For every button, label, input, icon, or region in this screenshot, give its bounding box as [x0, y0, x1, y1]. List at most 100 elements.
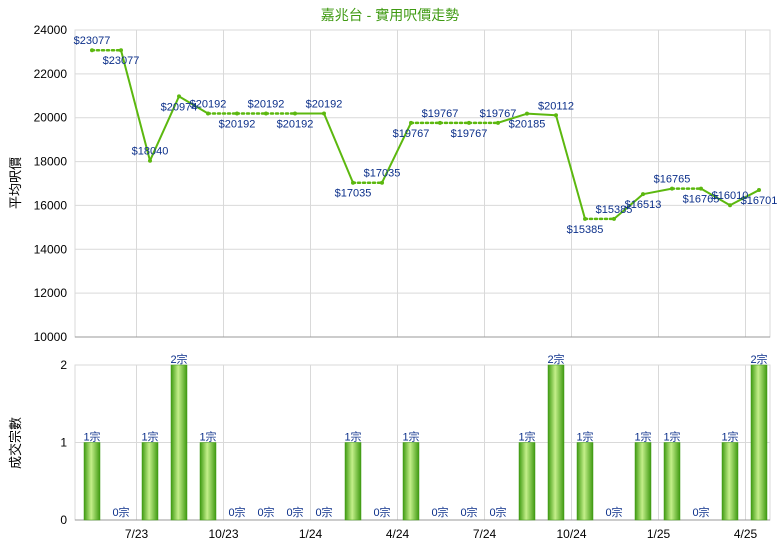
x-ticks: 7/23 10/23 1/24 4/24 7/24 10/24 1/25 4/25 [125, 527, 758, 541]
x-tick-label: 1/25 [647, 527, 671, 541]
price-y-tick: 16000 [34, 198, 68, 212]
price-data-label: $18040 [132, 146, 169, 158]
price-y-axis-title: 平均呎價 [8, 157, 23, 209]
deal-count-label: 0宗 [228, 505, 245, 519]
deal-count-label: 0宗 [112, 505, 129, 519]
deal-bar [634, 442, 652, 521]
price-data-label: $20192 [219, 119, 256, 131]
price-line-segment [526, 112, 557, 117]
price-point [409, 120, 413, 125]
deals-chart-grid [74, 364, 771, 521]
deal-bar [547, 364, 565, 521]
deal-count-label: 1宗 [402, 430, 419, 444]
price-y-tick: 24000 [34, 23, 68, 37]
price-point [641, 192, 645, 197]
deal-count-label: 0宗 [692, 505, 709, 519]
price-point [467, 120, 471, 125]
price-point [322, 111, 326, 116]
price-point [148, 158, 152, 163]
price-data-label: $20974 [161, 101, 198, 113]
price-data-label: $16010 [712, 190, 749, 202]
deal-count-label: 1宗 [576, 430, 593, 444]
x-tick-label: 4/25 [734, 527, 758, 541]
price-chart-grid [74, 29, 771, 338]
price-line-segment [700, 187, 731, 207]
deals-y-axis-title: 成交宗數 [8, 417, 23, 469]
price-data-label: $19767 [480, 108, 517, 120]
price-y-tick: 18000 [34, 155, 68, 169]
price-data-label: $19767 [422, 108, 459, 120]
price-point [612, 216, 616, 221]
price-data-label: $17035 [335, 188, 372, 200]
deals-y-tick: 0 [60, 513, 67, 527]
price-line-segment [497, 112, 528, 124]
price-y-tick: 14000 [34, 242, 68, 256]
deal-count-label: 0宗 [489, 505, 506, 519]
price-data-label: $19767 [393, 128, 430, 140]
price-point [525, 111, 529, 116]
deals-y-tick: 2 [60, 358, 67, 372]
price-y-tick: 22000 [34, 67, 68, 81]
price-point [757, 188, 761, 193]
price-data-label: $15385 [567, 224, 604, 236]
deal-labels: 1宗 0宗 1宗 2宗 1宗 0宗 0宗 0宗 0宗 1宗 0宗 1宗 0宗 0宗 0宗 1宗 2宗 1宗 0宗 1宗… [83, 352, 767, 519]
price-data-label: $16513 [625, 199, 662, 211]
deal-bar [170, 364, 188, 521]
deal-bars [83, 364, 768, 521]
deal-count-label: 1宗 [518, 430, 535, 444]
deal-bar [402, 442, 420, 521]
price-labels: $23077$23077$18040$20974$20192$20192$201… [74, 35, 778, 236]
x-tick-label: 1/24 [299, 527, 323, 541]
x-tick-label: 4/24 [386, 527, 410, 541]
price-data-label: $17035 [364, 168, 401, 180]
deal-bar [750, 364, 768, 521]
price-point [438, 120, 442, 125]
deal-count-label: 1宗 [634, 430, 651, 444]
price-data-label: $20192 [190, 99, 227, 111]
price-point [699, 186, 703, 191]
deal-bar [141, 442, 159, 521]
deal-bar [83, 442, 101, 521]
price-point [293, 111, 297, 116]
deal-count-label: 1宗 [83, 430, 100, 444]
price-point [206, 111, 210, 116]
price-point [496, 120, 500, 125]
chart-title: 嘉兆台 - 實用呎價走勢 [321, 7, 459, 23]
deal-count-label: 0宗 [431, 505, 448, 519]
price-data-label: $16701 [741, 195, 778, 207]
deal-bar [344, 442, 362, 521]
price-point [583, 216, 587, 221]
price-point [177, 94, 181, 99]
price-line-segment [323, 112, 354, 184]
x-tick-label: 7/23 [125, 527, 149, 541]
price-data-label: $20192 [248, 99, 285, 111]
price-point [119, 48, 123, 53]
deal-count-label: 0宗 [257, 505, 274, 519]
price-data-label: $20112 [538, 100, 574, 112]
price-data-label: $20185 [509, 119, 546, 131]
deal-count-label: 2宗 [750, 352, 767, 366]
deal-count-label: 0宗 [286, 505, 303, 519]
price-data-label: $15385 [596, 204, 633, 216]
x-tick-label: 10/23 [208, 527, 238, 541]
deal-bar [199, 442, 217, 521]
deals-y-ticks: 0 1 2 [60, 358, 67, 527]
deals-y-tick: 1 [60, 436, 67, 450]
deal-count-label: 1宗 [721, 430, 738, 444]
price-line-segment [613, 193, 644, 220]
price-point [235, 111, 239, 116]
deal-bar [576, 442, 594, 521]
price-point [554, 113, 558, 118]
price-data-label: $23077 [74, 35, 111, 47]
price-point [380, 180, 384, 185]
deal-bar [663, 442, 681, 521]
price-data-label: $20192 [306, 99, 343, 111]
price-line-segment [555, 114, 586, 220]
price-point [351, 180, 355, 185]
price-point [264, 111, 268, 116]
price-line-segment [149, 95, 180, 162]
price-y-ticks: 10000 12000 14000 16000 18000 20000 22000 24000 [34, 23, 68, 344]
price-data-label: $20192 [277, 119, 314, 131]
price-line-segment [729, 189, 760, 207]
